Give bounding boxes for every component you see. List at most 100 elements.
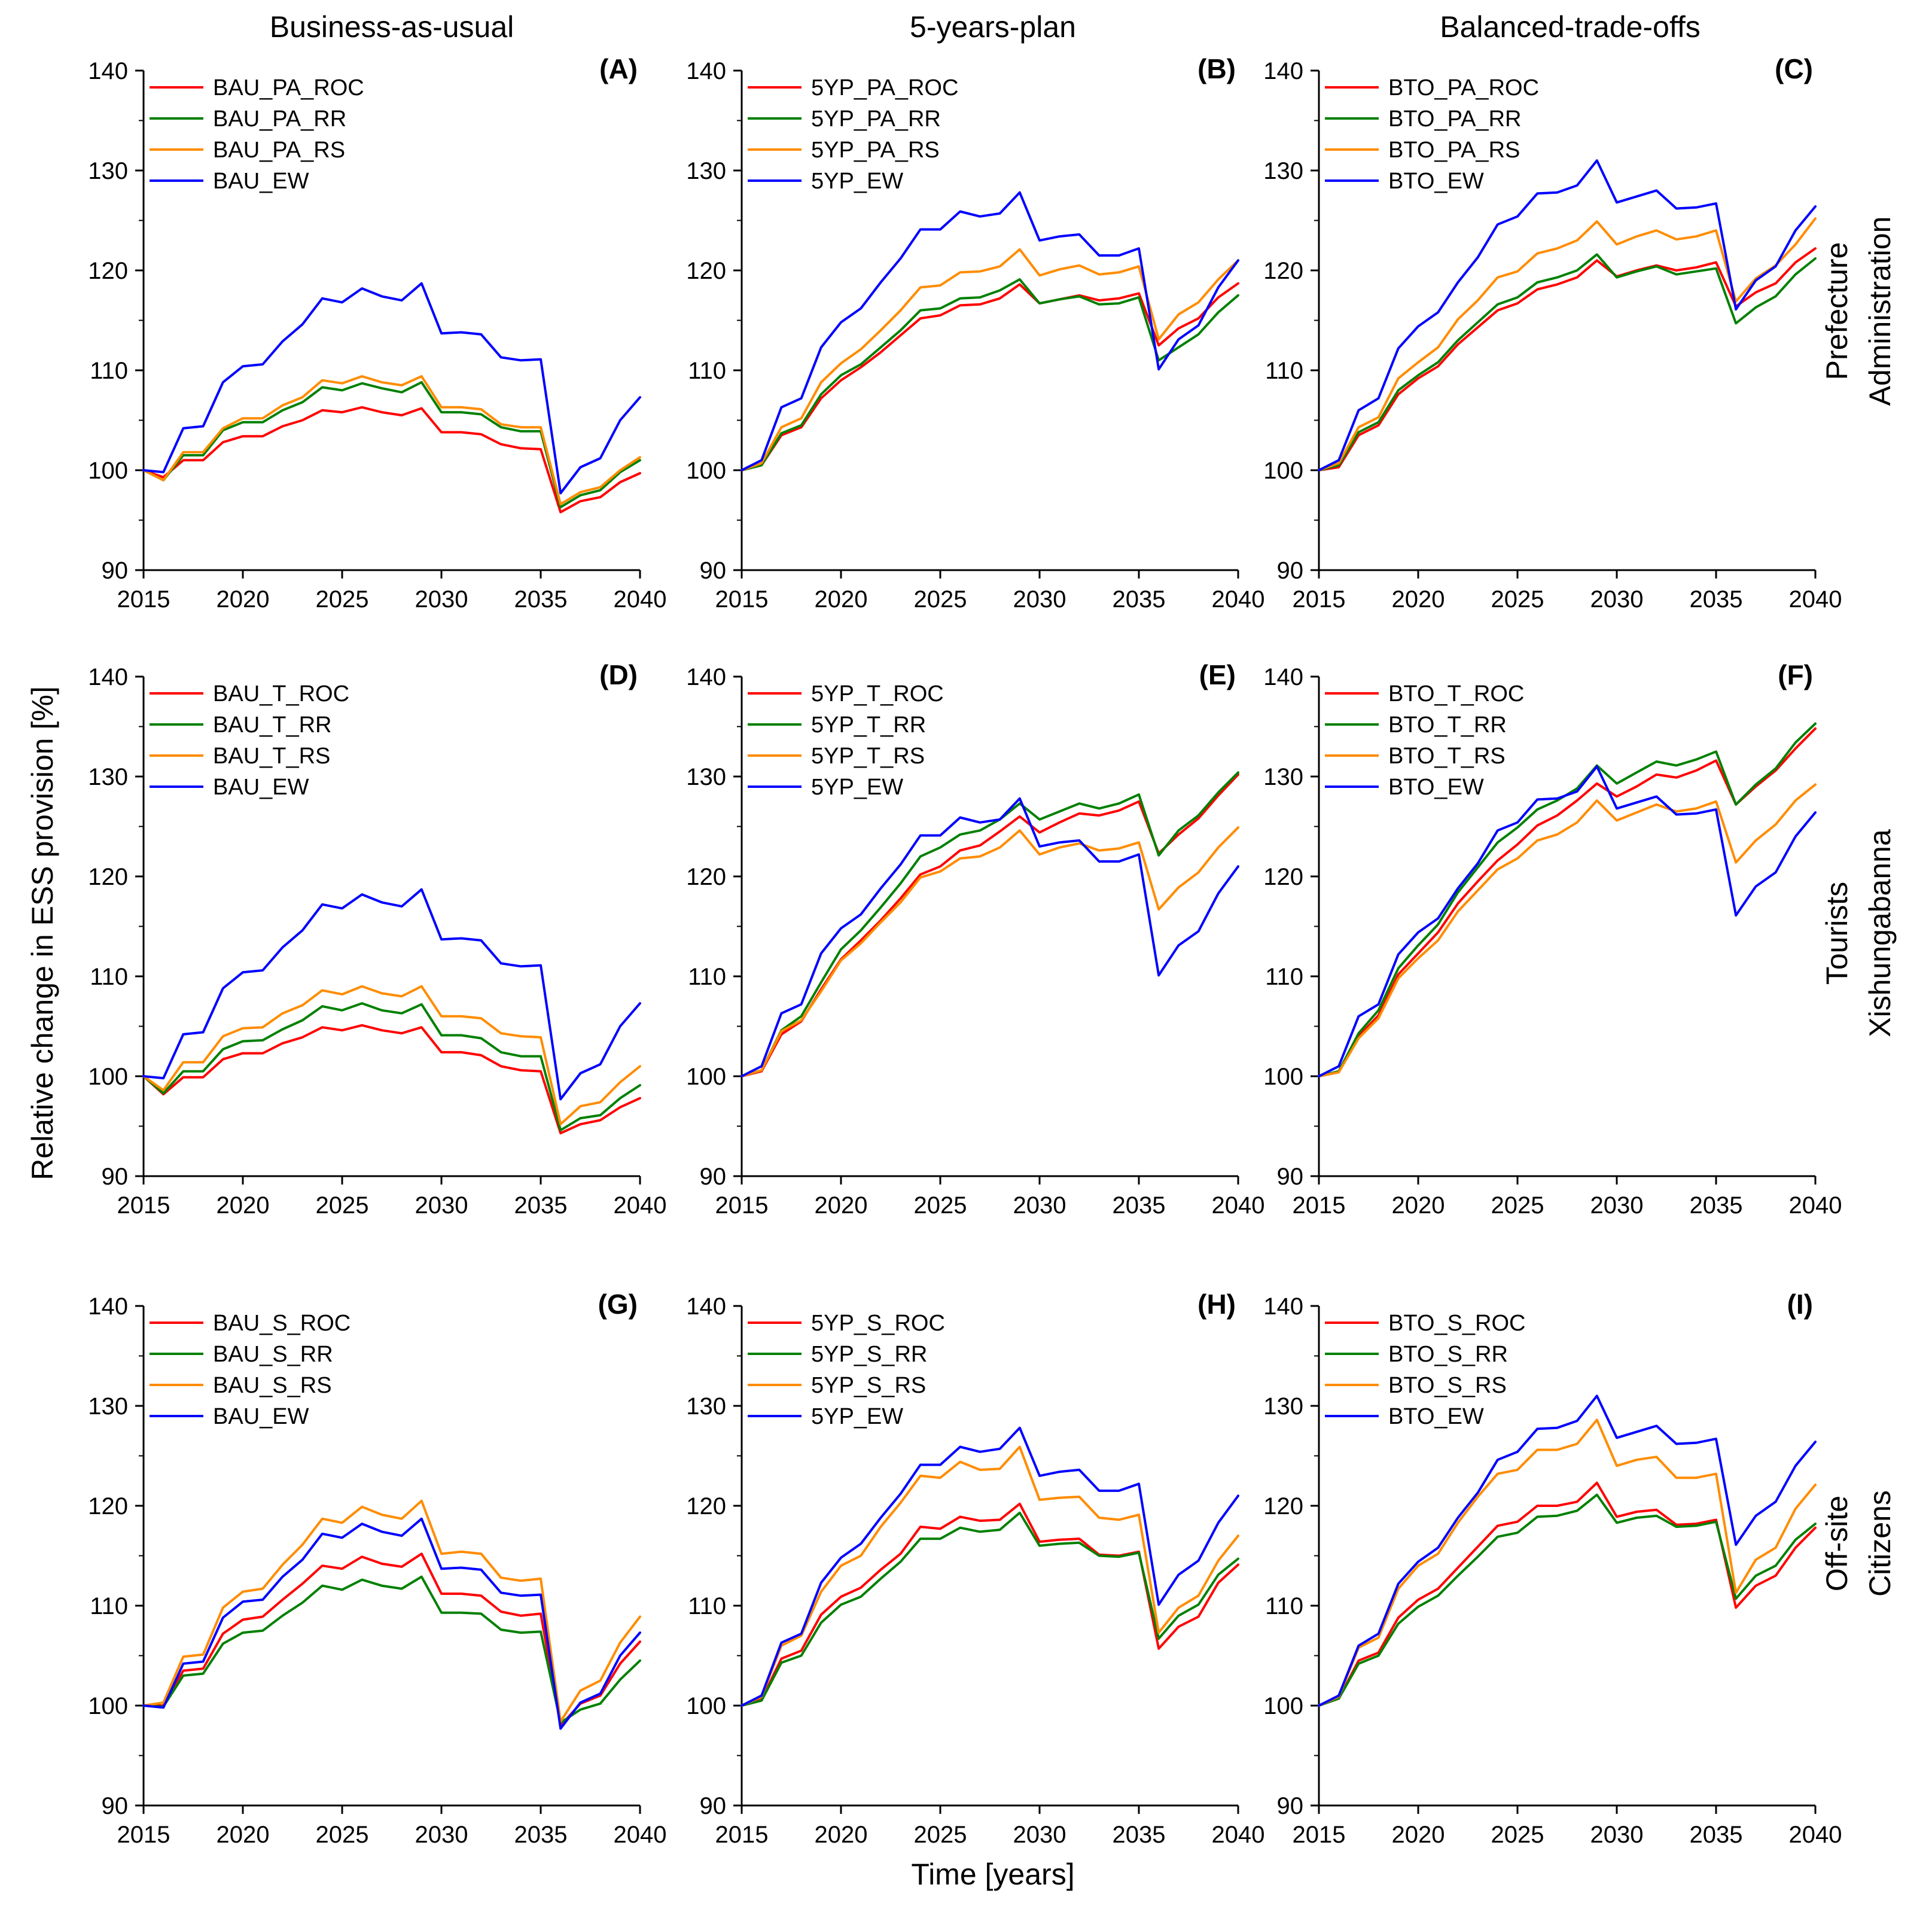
legend-label: BAU_EW [213, 775, 309, 800]
legend-label: BTO_EW [1388, 1404, 1484, 1429]
x-tick-label: 2035 [1690, 1192, 1743, 1219]
legend-label: BTO_S_RR [1388, 1342, 1508, 1367]
legend-label: BAU_S_ROC [213, 1311, 351, 1336]
x-tick-label: 2025 [316, 1192, 369, 1219]
x-tick-label: 2020 [217, 1192, 270, 1219]
y-tick-label: 90 [102, 1793, 129, 1819]
legend-label: BAU_T_ROC [213, 681, 349, 707]
y-tick-label: 100 [88, 1693, 128, 1719]
x-tick-label: 2015 [715, 1192, 769, 1219]
legend: BAU_S_ROC BAU_S_RR BAU_S_RS BAU_EW [150, 1311, 351, 1429]
series-line-5yp-s-roc [741, 1502, 1239, 1707]
x-tick-label: 2035 [514, 586, 568, 613]
column-title-5yp: 5-years-plan [910, 10, 1076, 44]
series-line-bau-t-rs [142, 985, 641, 1126]
panel-letter: (H) [1197, 1289, 1236, 1320]
x-tick-label: 2030 [415, 1192, 468, 1219]
y-tick-label: 120 [1263, 864, 1303, 890]
x-tick-label: 2020 [1392, 1192, 1445, 1219]
series-line-bto-pa-rr [1318, 253, 1817, 471]
legend-label: BTO_T_ROC [1388, 681, 1524, 707]
chart-panels: 90 100 110 120 130 140 2015 2020 2025 2030 2035 204… [88, 53, 1842, 1848]
x-tick-label: 2040 [614, 1192, 667, 1219]
y-tick-label: 130 [88, 1393, 128, 1420]
y-tick-label: 140 [88, 664, 128, 690]
legend-label: BTO_PA_ROC [1388, 75, 1539, 101]
column-title-bto: Balanced-trade-offs [1440, 10, 1700, 44]
series-line-bau-ew [142, 1517, 641, 1730]
panel-letter: (I) [1787, 1289, 1813, 1320]
x-tick-label: 2030 [1013, 1192, 1066, 1219]
legend-label: BTO_T_RR [1388, 713, 1507, 738]
y-tick-label: 110 [688, 1593, 726, 1619]
y-tick-label: 100 [686, 458, 726, 484]
y-tick-label: 140 [686, 664, 726, 690]
series-line-5yp-s-rr [741, 1511, 1239, 1707]
x-tick-label: 2025 [316, 1822, 369, 1848]
x-tick-label: 2015 [117, 1822, 170, 1848]
x-tick-label: 2035 [514, 1822, 568, 1848]
y-tick-label: 120 [1263, 258, 1303, 284]
x-tick-label: 2025 [1491, 1192, 1544, 1219]
row-title-line-2: Administration [1863, 217, 1897, 406]
x-tick-label: 2015 [1293, 1822, 1346, 1848]
x-tick-label: 2015 [715, 586, 769, 613]
series-line-5yp-ew [741, 797, 1239, 1077]
chart-panel: 90 100 110 120 130 140 2015 2020 2025 2030 2035 204… [88, 53, 666, 613]
legend: BTO_PA_ROC BTO_PA_RR BTO_PA_RS BTO_EW [1325, 75, 1539, 194]
row-title-prefecture: Prefecture Administration [1820, 217, 1897, 406]
x-tick-label: 2015 [117, 586, 170, 613]
legend: BAU_T_ROC BAU_T_RR BAU_T_RS BAU_EW [150, 681, 349, 800]
y-tick-label: 90 [700, 1793, 727, 1819]
series-line-bto-ew [1318, 159, 1817, 471]
x-tick-label: 2030 [1590, 1822, 1644, 1848]
legend-label: 5YP_PA_ROC [811, 75, 958, 101]
series-line-bau-s-rs [142, 1499, 641, 1723]
x-tick-label: 2025 [914, 1192, 967, 1219]
y-tick-label: 90 [700, 558, 727, 584]
series-line-bto-ew [1318, 765, 1817, 1077]
y-tick-label: 120 [1263, 1493, 1303, 1520]
series-line-bau-ew [142, 282, 641, 495]
x-tick-label: 2040 [1789, 1822, 1842, 1848]
y-tick-label: 130 [686, 1393, 726, 1420]
legend-label: 5YP_EW [811, 775, 903, 800]
x-tick-label: 2030 [1013, 586, 1066, 613]
series-line-5yp-pa-roc [741, 282, 1239, 471]
x-tick-label: 2040 [614, 1822, 667, 1848]
x-tick-label: 2040 [1789, 1192, 1842, 1219]
legend-label: 5YP_PA_RS [811, 138, 940, 163]
x-tick-label: 2020 [1392, 586, 1445, 613]
legend: 5YP_T_ROC 5YP_T_RR 5YP_T_RS 5YP_EW [748, 681, 944, 800]
x-tick-label: 2020 [217, 586, 270, 613]
y-tick-label: 130 [88, 158, 128, 184]
legend-label: BTO_PA_RR [1388, 106, 1521, 132]
legend-label: 5YP_S_ROC [811, 1311, 945, 1336]
series-line-bau-pa-roc [142, 406, 641, 514]
y-tick-label: 110 [90, 358, 128, 384]
y-tick-label: 140 [1263, 664, 1303, 690]
row-title-line-2: Xishungabanna [1863, 829, 1897, 1037]
series-line-5yp-s-rs [741, 1445, 1239, 1707]
row-title-line-2: Citizens [1863, 1490, 1897, 1597]
series-line-bau-t-roc [142, 1024, 641, 1135]
y-tick-label: 90 [102, 558, 129, 584]
y-tick-label: 90 [1277, 1164, 1304, 1190]
y-tick-label: 140 [1263, 1293, 1303, 1320]
legend-label: 5YP_S_RS [811, 1373, 926, 1398]
y-tick-label: 140 [686, 1293, 726, 1320]
y-tick-label: 120 [88, 1493, 128, 1520]
x-tick-label: 2015 [1293, 1192, 1346, 1219]
chart-panel: 90 100 110 120 130 140 2015 2020 2025 2030 2035 204… [88, 659, 666, 1219]
y-axis-title: Relative change in ESS provision [%] [26, 686, 59, 1180]
legend-label: BTO_T_RS [1388, 744, 1506, 769]
legend-label: BTO_EW [1388, 775, 1484, 800]
legend-label: 5YP_EW [811, 169, 903, 194]
y-tick-label: 130 [686, 764, 726, 790]
legend-label: BAU_PA_RR [213, 106, 346, 132]
x-tick-label: 2030 [1013, 1822, 1066, 1848]
x-tick-label: 2030 [415, 586, 468, 613]
x-tick-label: 2040 [1789, 586, 1842, 613]
chart-panel: 90 100 110 120 130 140 2015 2020 2025 2030 2035 204… [686, 1289, 1264, 1848]
